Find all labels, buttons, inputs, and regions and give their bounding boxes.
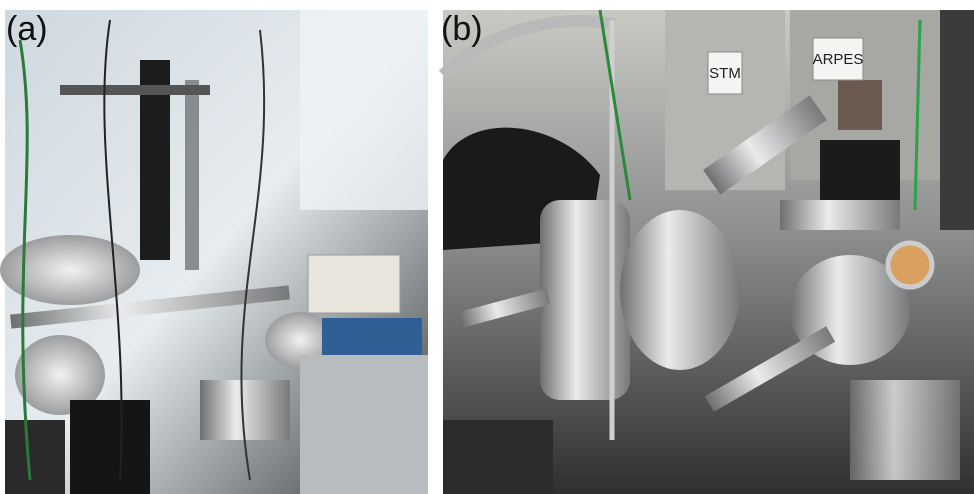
sign-text: ARPES [813, 51, 864, 68]
page: (a) STM ARPES (b) (() => { const data = … [0, 0, 974, 494]
figure: (a) STM ARPES (b) [0, 0, 974, 494]
photo-b [443, 10, 974, 494]
panel-label: (b) [441, 10, 483, 48]
panel-label: (a) [6, 10, 48, 48]
photo-a [0, 10, 428, 494]
sign-text: STM [709, 65, 741, 82]
